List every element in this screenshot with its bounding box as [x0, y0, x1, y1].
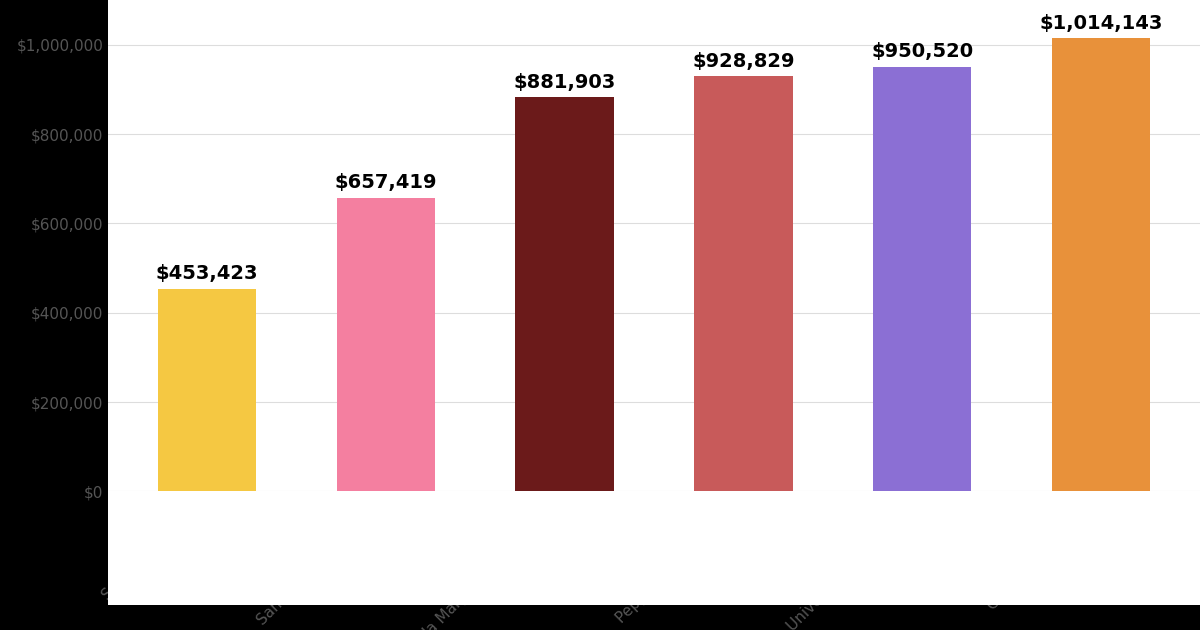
- Bar: [874, 67, 972, 491]
- Bar: [515, 98, 613, 491]
- Text: $453,423: $453,423: [156, 265, 258, 284]
- Text: $1,014,143: $1,014,143: [1039, 14, 1163, 33]
- Text: $881,903: $881,903: [514, 73, 616, 92]
- Text: $928,829: $928,829: [692, 52, 794, 71]
- Bar: [336, 198, 434, 491]
- Text: $950,520: $950,520: [871, 42, 973, 61]
- Bar: [1052, 38, 1151, 491]
- Bar: [695, 76, 793, 491]
- Bar: [157, 289, 256, 491]
- Text: $657,419: $657,419: [335, 173, 437, 192]
